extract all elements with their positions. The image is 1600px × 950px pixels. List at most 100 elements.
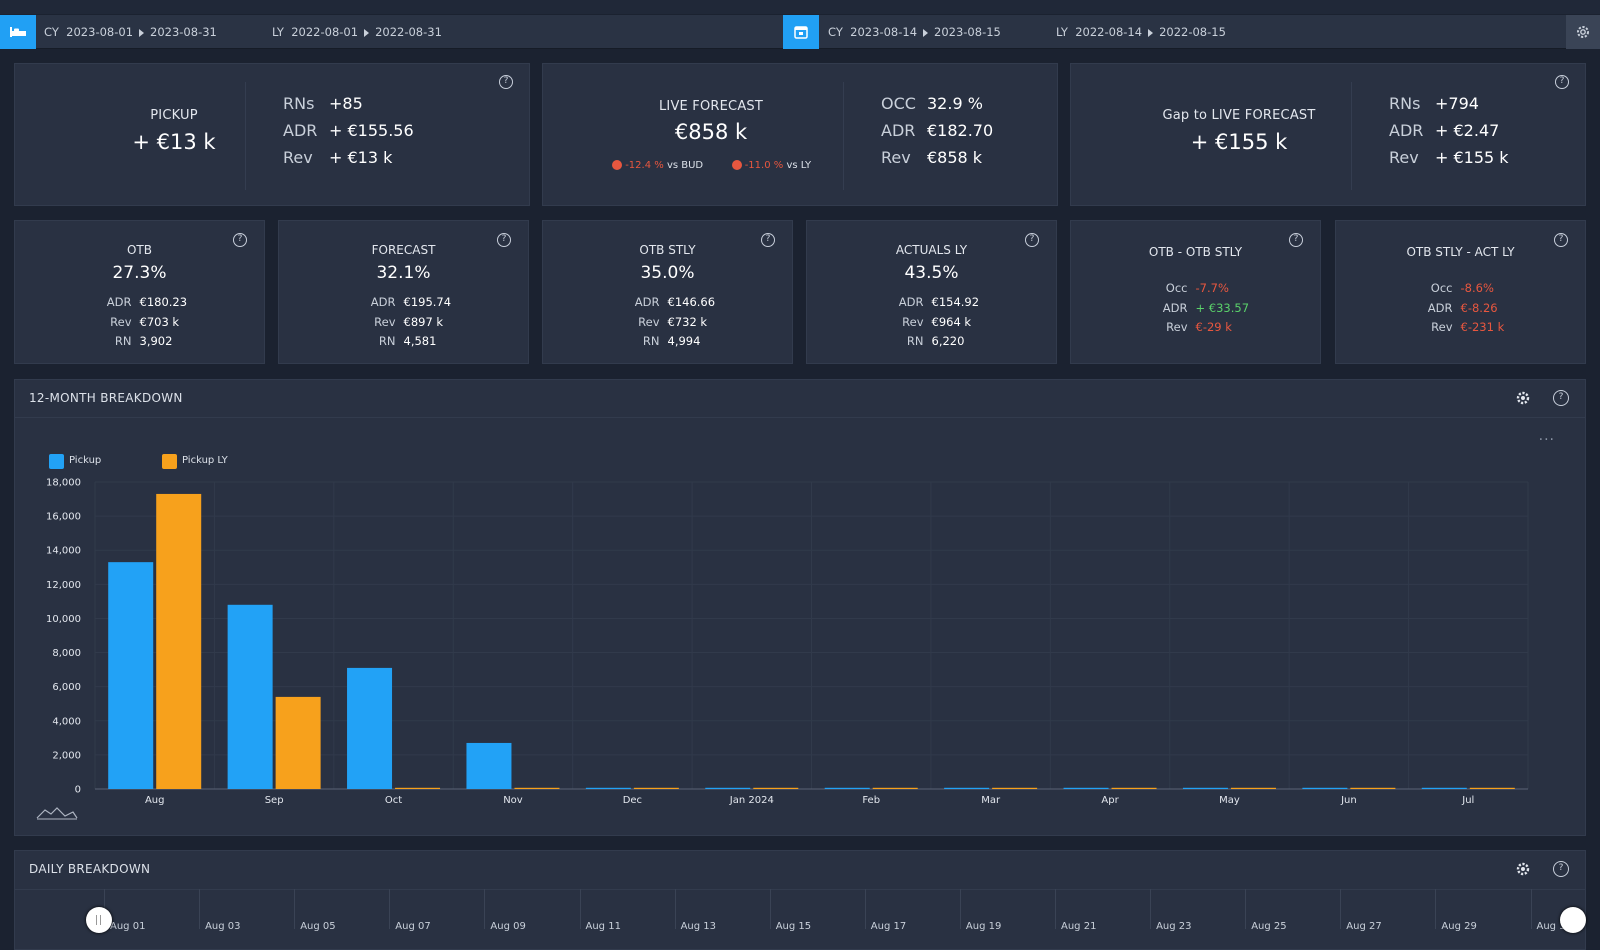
more-options-icon[interactable]: ··· xyxy=(1538,432,1555,448)
settings-gear-icon[interactable] xyxy=(1515,861,1531,881)
detail-value: €-29 k xyxy=(1195,320,1232,334)
settings-gear-icon[interactable] xyxy=(1515,390,1531,410)
help-icon[interactable]: ? xyxy=(1025,233,1039,247)
bar-pickup[interactable] xyxy=(347,667,393,789)
detail-value: €703 k xyxy=(139,314,180,329)
ly-to: 2022-08-15 xyxy=(1159,25,1226,39)
detail-key: RN xyxy=(642,334,660,348)
bar-pickup[interactable] xyxy=(824,787,870,789)
bar-pickup-ly[interactable] xyxy=(275,696,321,789)
range-handle-left[interactable] xyxy=(86,907,112,933)
detail-key: Rev xyxy=(902,314,924,329)
detail-key: Occ xyxy=(1165,281,1188,295)
y-tick-label: 8,000 xyxy=(52,648,81,659)
live-forecast-card: LIVE FORECAST €858 k -12.4 % vs BUD -11.… xyxy=(542,63,1058,206)
y-tick-label: 4,000 xyxy=(52,716,81,727)
bar-pickup[interactable] xyxy=(1063,787,1109,789)
x-tick-label: Jan 2024 xyxy=(729,795,774,806)
daily-axis: Aug 01 Aug 03 Aug 05 Aug 07 Aug 09 Aug 11 Aug … xyxy=(15,889,1587,939)
card-title: OTB STLY xyxy=(639,243,696,257)
card-details: ADR €195.74 Rev €897 k RN 4,581 xyxy=(279,293,528,352)
bar-pickup[interactable] xyxy=(1182,787,1228,789)
detail-key: Rev xyxy=(110,314,132,329)
daily-grid-line xyxy=(389,889,391,929)
range-selector-icon[interactable] xyxy=(35,804,79,824)
bar-pickup-ly[interactable] xyxy=(872,787,918,789)
help-icon[interactable]: ? xyxy=(233,233,247,247)
detail-value: + €155.56 xyxy=(329,121,414,140)
bar-pickup-ly[interactable] xyxy=(753,787,799,789)
bar-pickup-ly[interactable] xyxy=(1350,787,1396,789)
divider xyxy=(15,889,1585,890)
detail-key: RN xyxy=(906,334,924,348)
help-icon[interactable]: ? xyxy=(1555,75,1569,89)
ly-stay-date-range[interactable]: LY 2022-08-01 2022-08-31 xyxy=(272,15,442,49)
divider xyxy=(1351,82,1352,190)
ly-booking-date-range[interactable]: LY 2022-08-14 2022-08-15 xyxy=(1056,15,1226,49)
card-percent: 27.3% xyxy=(112,263,167,283)
x-tick-label: Mar xyxy=(981,795,1001,806)
help-icon[interactable]: ? xyxy=(1554,233,1568,247)
help-icon[interactable]: ? xyxy=(761,233,775,247)
cy-to: 2023-08-15 xyxy=(934,25,1001,39)
ly-from: 2022-08-01 xyxy=(291,25,359,39)
range-handle-right[interactable] xyxy=(1560,907,1586,933)
bar-pickup-ly[interactable] xyxy=(633,787,679,789)
bar-pickup[interactable] xyxy=(466,742,512,789)
help-icon[interactable]: ? xyxy=(499,75,513,89)
daily-grid-line xyxy=(1055,889,1056,929)
calendar-icon[interactable] xyxy=(783,15,819,49)
bar-pickup-ly[interactable] xyxy=(156,493,202,789)
stay-date-range[interactable]: CY 2023-08-01 2023-08-31 xyxy=(44,15,217,49)
legend-pickup-ly[interactable]: Pickup LY xyxy=(182,455,228,466)
panel-title: DAILY BREAKDOWN xyxy=(29,862,151,876)
x-tick-label: Aug xyxy=(145,795,165,806)
bar-pickup-ly[interactable] xyxy=(1469,787,1515,789)
bar-pickup[interactable] xyxy=(705,787,751,789)
y-tick-label: 0 xyxy=(75,785,81,796)
bar-pickup[interactable] xyxy=(1302,787,1348,789)
detail-key: RN xyxy=(114,334,132,348)
bed-icon[interactable] xyxy=(0,15,36,49)
detail-key: ADR xyxy=(1427,300,1453,315)
detail-value: + €13 k xyxy=(329,148,393,167)
daily-tick-label: Aug 15 xyxy=(775,921,812,932)
cy-from: 2023-08-14 xyxy=(850,25,918,39)
legend-swatch-pickup xyxy=(49,454,64,469)
card-percent: 32.1% xyxy=(376,263,431,283)
bar-pickup-ly[interactable] xyxy=(1230,787,1276,789)
legend-pickup[interactable]: Pickup xyxy=(69,455,102,466)
vs-bud-value: -12.4 % xyxy=(625,160,664,171)
y-tick-label: 12,000 xyxy=(46,580,81,591)
help-icon[interactable]: ? xyxy=(497,233,511,247)
card-details: ADR €180.23 Rev €703 k RN 3,902 xyxy=(15,293,264,352)
help-icon[interactable]: ? xyxy=(1553,390,1569,406)
daily-grid-line xyxy=(199,889,201,929)
daily-tick-label: Aug 07 xyxy=(395,921,431,932)
daily-tick-label: Aug 03 xyxy=(205,921,241,932)
settings-gear-icon[interactable] xyxy=(1566,15,1600,49)
bar-pickup-ly[interactable] xyxy=(1111,787,1157,789)
forecast-value: €858 k xyxy=(674,120,748,144)
daily-grid-line xyxy=(864,889,866,929)
cy-from: 2023-08-01 xyxy=(66,25,134,39)
detail-key: Rev xyxy=(638,314,660,329)
bar-pickup[interactable] xyxy=(227,604,273,789)
bar-pickup[interactable] xyxy=(944,787,990,789)
bar-pickup[interactable] xyxy=(1421,787,1467,789)
bar-pickup-ly[interactable] xyxy=(514,787,560,789)
cy-label: CY xyxy=(44,25,59,39)
help-icon[interactable]: ? xyxy=(1553,861,1569,877)
booking-date-range[interactable]: CY 2023-08-14 2023-08-15 xyxy=(828,15,1001,49)
bar-pickup-ly[interactable] xyxy=(395,787,441,789)
help-icon[interactable]: ? xyxy=(1289,233,1303,247)
detail-value: +85 xyxy=(329,94,363,113)
bar-pickup[interactable] xyxy=(585,787,631,789)
detail-value: +794 xyxy=(1435,94,1479,113)
bar-pickup[interactable] xyxy=(108,562,154,789)
negative-dot-icon xyxy=(731,160,742,170)
bar-pickup-ly[interactable] xyxy=(992,787,1038,789)
otb-card: ? OTB 27.3% ADR €180.23 Rev €703 k RN 3,902 xyxy=(14,220,265,364)
x-tick-label: Apr xyxy=(1101,795,1119,806)
daily-grid-line xyxy=(579,889,581,929)
